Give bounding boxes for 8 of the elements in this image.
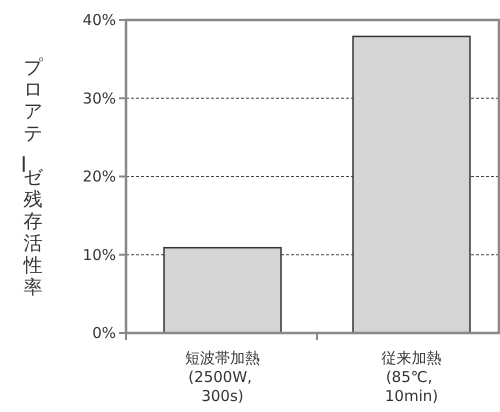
y-tick-label: 10% (82, 246, 116, 264)
y-tick-label: 30% (82, 89, 116, 108)
text: プロアテーゼ残存活性率 (12, 56, 42, 298)
x-tick-label: 従来加熱 (85℃, 10min) (382, 349, 442, 405)
y-tick-label: 40% (82, 11, 116, 29)
y-tick-label: 20% (82, 168, 116, 186)
x-tick-label: 短波帯加熱 (2500W, 300s) (185, 349, 260, 405)
y-tick-label: 0% (92, 324, 116, 342)
